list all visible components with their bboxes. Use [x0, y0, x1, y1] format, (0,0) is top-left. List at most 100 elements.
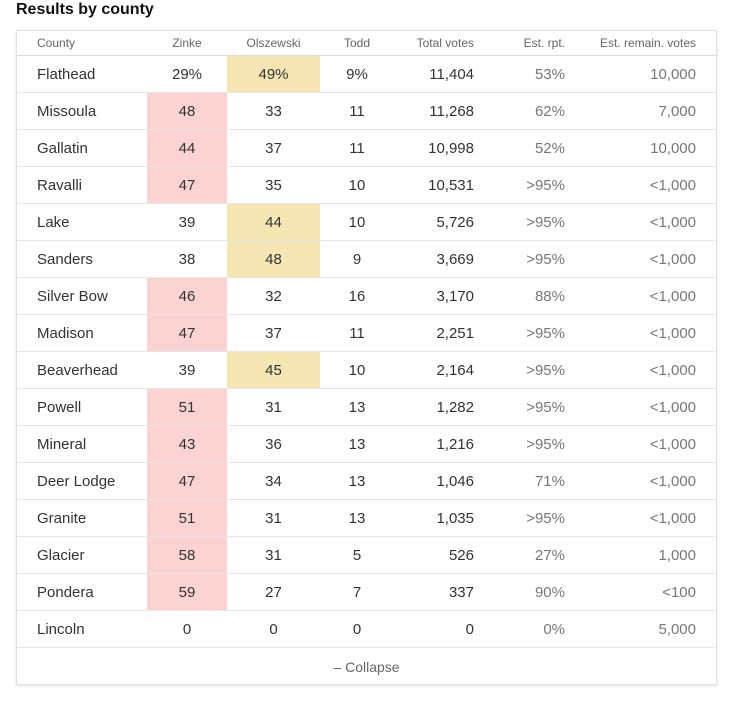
cell-todd: 11: [320, 314, 394, 352]
cell-todd: 10: [320, 166, 394, 204]
cell-olszewski: 37: [227, 314, 320, 352]
table-row: Beaverhead 39 45 10 2,164 >95% <1,000: [17, 351, 716, 389]
cell-remain: 7,000: [585, 92, 716, 130]
cell-todd: 11: [320, 92, 394, 130]
cell-todd: 13: [320, 425, 394, 463]
cell-remain: <1,000: [585, 388, 716, 426]
cell-total: 11,404: [394, 55, 494, 93]
cell-remain: <1,000: [585, 166, 716, 204]
cell-total: 2,251: [394, 314, 494, 352]
cell-zinke: 38: [147, 240, 227, 278]
cell-county: Madison: [17, 314, 147, 352]
cell-zinke: 58: [147, 536, 227, 574]
cell-remain: 1,000: [585, 536, 716, 574]
col-header-est-rpt: Est. rpt.: [494, 31, 585, 56]
cell-county: Lake: [17, 203, 147, 241]
cell-olszewski: 0: [227, 610, 320, 648]
table-row: Flathead 29% 49% 9% 11,404 53% 10,000: [17, 55, 716, 93]
table-row: Lake 39 44 10 5,726 >95% <1,000: [17, 203, 716, 241]
cell-remain: <1,000: [585, 277, 716, 315]
cell-olszewski: 31: [227, 388, 320, 426]
cell-olszewski: 27: [227, 573, 320, 611]
cell-county: Deer Lodge: [17, 462, 147, 500]
table-row: Mineral 43 36 13 1,216 >95% <1,000: [17, 425, 716, 463]
cell-total: 2,164: [394, 351, 494, 389]
table-header-row: County Zinke Olszewski Todd Total votes …: [17, 31, 716, 56]
cell-rpt: >95%: [494, 166, 585, 204]
cell-rpt: >95%: [494, 425, 585, 463]
cell-rpt: 53%: [494, 55, 585, 93]
cell-remain: <1,000: [585, 425, 716, 463]
cell-county: Silver Bow: [17, 277, 147, 315]
collapse-button[interactable]: – Collapse: [333, 659, 400, 675]
cell-zinke: 47: [147, 166, 227, 204]
cell-county: Glacier: [17, 536, 147, 574]
cell-total: 1,282: [394, 388, 494, 426]
cell-remain: <1,000: [585, 351, 716, 389]
cell-rpt: 27%: [494, 536, 585, 574]
col-header-county: County: [17, 31, 147, 56]
table-row: Ravalli 47 35 10 10,531 >95% <1,000: [17, 166, 716, 204]
cell-zinke: 51: [147, 388, 227, 426]
cell-todd: 13: [320, 499, 394, 537]
cell-remain: <1,000: [585, 499, 716, 537]
cell-total: 1,035: [394, 499, 494, 537]
cell-county: Granite: [17, 499, 147, 537]
cell-todd: 16: [320, 277, 394, 315]
results-table: County Zinke Olszewski Todd Total votes …: [17, 31, 716, 648]
cell-remain: <1,000: [585, 462, 716, 500]
cell-zinke: 39: [147, 203, 227, 241]
table-row: Gallatin 44 37 11 10,998 52% 10,000: [17, 129, 716, 167]
cell-zinke: 47: [147, 462, 227, 500]
cell-olszewski: 31: [227, 536, 320, 574]
cell-zinke: 44: [147, 129, 227, 167]
cell-county: Lincoln: [17, 610, 147, 648]
cell-rpt: >95%: [494, 351, 585, 389]
cell-zinke: 46: [147, 277, 227, 315]
table-row: Pondera 59 27 7 337 90% <100: [17, 573, 716, 611]
cell-olszewski: 37: [227, 129, 320, 167]
cell-todd: 9: [320, 240, 394, 278]
cell-total: 11,268: [394, 92, 494, 130]
table-row: Silver Bow 46 32 16 3,170 88% <1,000: [17, 277, 716, 315]
cell-rpt: 0%: [494, 610, 585, 648]
cell-rpt: 88%: [494, 277, 585, 315]
table-row: Sanders 38 48 9 3,669 >95% <1,000: [17, 240, 716, 278]
table-row: Glacier 58 31 5 526 27% 1,000: [17, 536, 716, 574]
col-header-zinke: Zinke: [147, 31, 227, 56]
cell-olszewski: 48: [227, 240, 320, 278]
cell-zinke: 51: [147, 499, 227, 537]
cell-total: 1,046: [394, 462, 494, 500]
cell-todd: 13: [320, 462, 394, 500]
cell-remain: <100: [585, 573, 716, 611]
cell-olszewski: 44: [227, 203, 320, 241]
col-header-olszewski: Olszewski: [227, 31, 320, 56]
cell-todd: 10: [320, 351, 394, 389]
cell-rpt: 90%: [494, 573, 585, 611]
cell-rpt: >95%: [494, 388, 585, 426]
cell-county: Pondera: [17, 573, 147, 611]
col-header-total-votes: Total votes: [394, 31, 494, 56]
cell-zinke: 47: [147, 314, 227, 352]
cell-rpt: >95%: [494, 499, 585, 537]
cell-rpt: >95%: [494, 240, 585, 278]
cell-county: Beaverhead: [17, 351, 147, 389]
cell-total: 3,669: [394, 240, 494, 278]
cell-county: Ravalli: [17, 166, 147, 204]
table-row: Madison 47 37 11 2,251 >95% <1,000: [17, 314, 716, 352]
cell-olszewski: 31: [227, 499, 320, 537]
cell-remain: <1,000: [585, 203, 716, 241]
cell-remain: 10,000: [585, 55, 716, 93]
cell-remain: <1,000: [585, 314, 716, 352]
cell-total: 337: [394, 573, 494, 611]
table-row: Lincoln 0 0 0 0 0% 5,000: [17, 610, 716, 648]
cell-remain: 10,000: [585, 129, 716, 167]
cell-zinke: 29%: [147, 55, 227, 93]
cell-todd: 5: [320, 536, 394, 574]
cell-rpt: 71%: [494, 462, 585, 500]
cell-zinke: 39: [147, 351, 227, 389]
cell-rpt: 62%: [494, 92, 585, 130]
results-card: County Zinke Olszewski Todd Total votes …: [16, 30, 717, 685]
cell-total: 10,998: [394, 129, 494, 167]
